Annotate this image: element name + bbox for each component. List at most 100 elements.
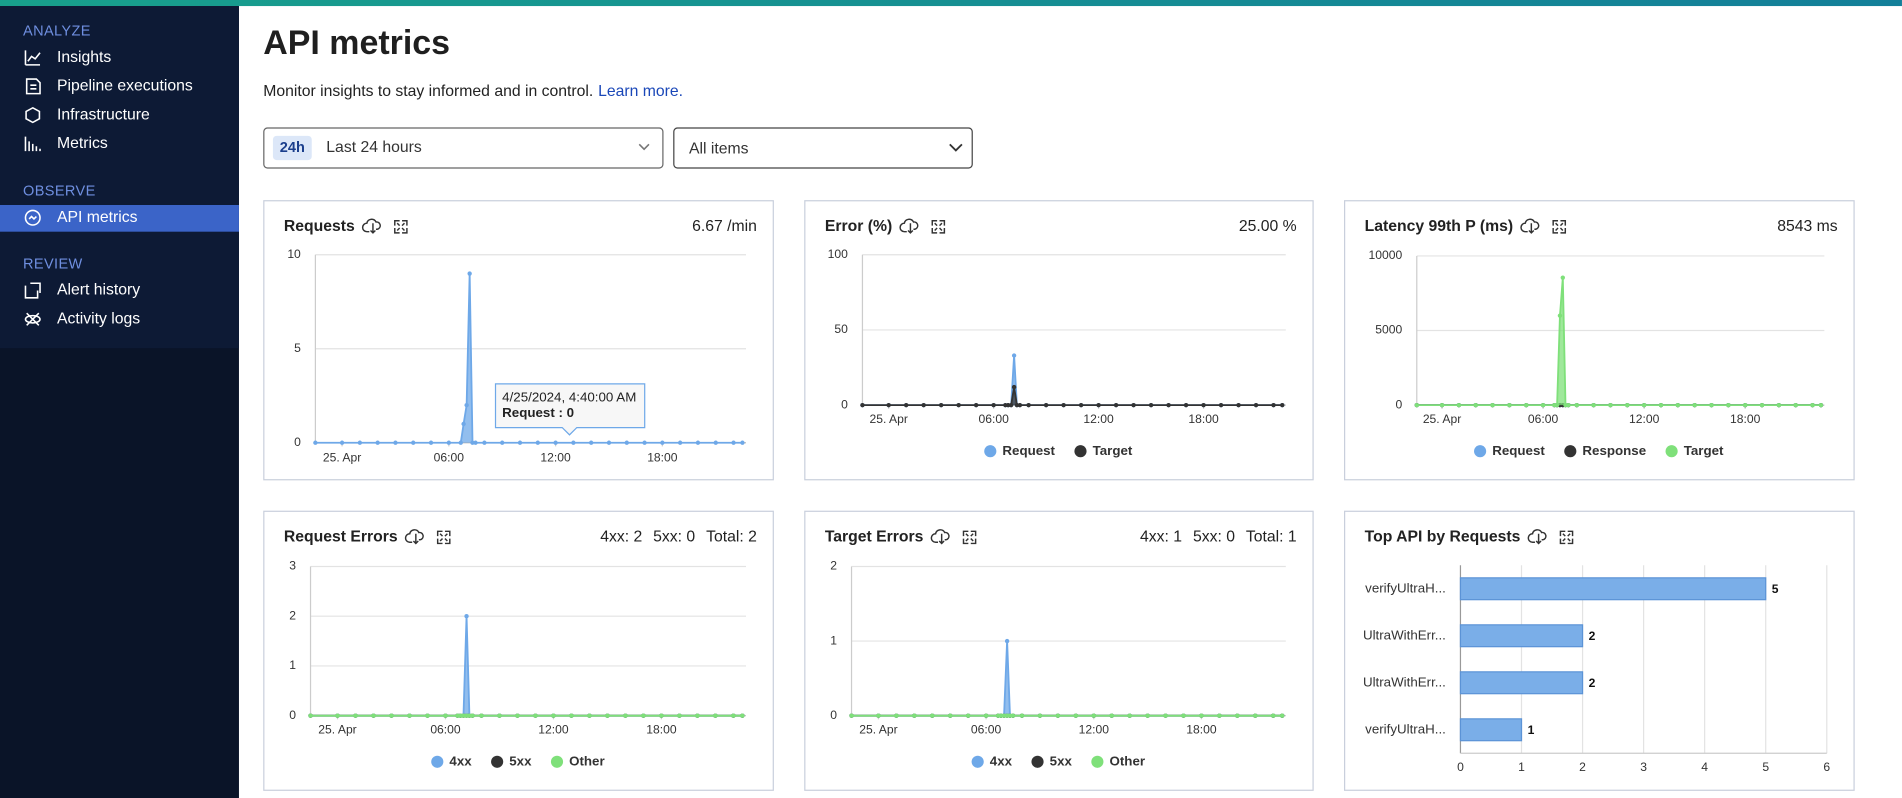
point: [1490, 402, 1495, 408]
point: [1007, 713, 1013, 718]
point: [1004, 638, 1010, 644]
download-icon[interactable]: [1520, 218, 1540, 234]
legend-label[interactable]: Request: [1002, 443, 1055, 458]
point: [1709, 402, 1714, 408]
range-dropdown[interactable]: 24h Last 24 hours: [263, 127, 664, 169]
legend-label[interactable]: Target: [1093, 443, 1133, 458]
learn-more-link[interactable]: Learn more.: [598, 83, 683, 100]
legend-label[interactable]: Request: [1492, 443, 1545, 458]
expand-icon[interactable]: [1559, 530, 1574, 545]
description-text: Monitor insights to stay informed and in…: [263, 83, 593, 100]
download-icon[interactable]: [404, 529, 424, 545]
nav-item[interactable]: Alert history: [57, 282, 140, 299]
point: [353, 713, 358, 718]
chart-card: Target Errors Total: 1 5xx: 0 4xx: 1 0 1 2 25. …: [804, 510, 1314, 791]
expand-icon[interactable]: [394, 220, 408, 234]
point: [407, 713, 412, 718]
point: [677, 440, 683, 445]
legend-label[interactable]: 5xx: [1050, 753, 1073, 768]
y-tick-label: 0: [1395, 397, 1402, 411]
nav-item[interactable]: Activity logs: [57, 310, 140, 327]
expand-icon[interactable]: [1552, 220, 1567, 234]
x-tick-label: 25. Apr: [318, 722, 356, 736]
x-tick-label: 25. Apr: [323, 451, 361, 465]
point: [500, 440, 505, 445]
point: [1037, 713, 1043, 718]
point: [1218, 402, 1224, 408]
point: [464, 614, 469, 619]
legend-label[interactable]: Response: [1582, 443, 1646, 458]
download-icon[interactable]: [899, 218, 919, 234]
legend-swatch: [1474, 445, 1487, 458]
series-line: [1416, 277, 1821, 407]
legend-label[interactable]: 4xx: [990, 753, 1013, 768]
chart-title: Requests: [284, 218, 355, 235]
point: [461, 421, 466, 427]
x-tick-label: 18:00: [1188, 412, 1219, 426]
expand-icon[interactable]: [931, 220, 946, 234]
point: [1574, 402, 1579, 408]
nav-item[interactable]: Insights: [57, 49, 111, 66]
point: [860, 402, 865, 408]
point: [1163, 713, 1168, 718]
legend-label[interactable]: Other: [1110, 753, 1146, 768]
dropdown-box[interactable]: [263, 127, 664, 169]
point: [1199, 713, 1204, 718]
legend-swatch: [491, 755, 504, 768]
y-tick-label: 2: [289, 608, 296, 622]
nav-icon: [25, 78, 41, 95]
chart-card: Top API by Requests 0 1 2 3 4 5 6 verifyUltraH..…: [1344, 510, 1855, 791]
x-tick-label: 18:00: [646, 722, 677, 736]
point: [569, 713, 574, 718]
legend-label[interactable]: 5xx: [509, 753, 532, 768]
point: [308, 713, 313, 718]
point: [983, 713, 989, 718]
point: [467, 271, 472, 276]
chart-title: Error (%): [825, 218, 892, 235]
point: [1055, 713, 1061, 718]
x-tick-label: 6: [1823, 760, 1830, 774]
y-tick-label: 50: [834, 322, 848, 336]
point: [1017, 402, 1023, 408]
point: [1253, 402, 1259, 408]
legend-swatch: [1091, 755, 1104, 768]
dropdown-box[interactable]: [673, 127, 973, 169]
point: [443, 713, 448, 718]
expand-icon[interactable]: [962, 530, 977, 545]
point: [515, 713, 520, 718]
point: [1280, 402, 1285, 408]
point: [1793, 402, 1798, 408]
download-icon[interactable]: [1527, 529, 1547, 545]
y-tick-label: 0: [289, 708, 296, 722]
x-tick-label: 25. Apr: [859, 722, 897, 736]
tooltip-box: [494, 383, 646, 436]
summary: 25.00 %: [1239, 218, 1297, 235]
legend-swatch: [550, 755, 564, 768]
chart-card: Request Errors Total: 2 5xx: 0 4xx: 2 0 1 2 3 25…: [263, 510, 774, 791]
bar: [1459, 624, 1584, 648]
items-dropdown[interactable]: All items: [673, 127, 973, 169]
point: [1566, 402, 1571, 408]
nav-item[interactable]: Metrics: [57, 135, 108, 152]
download-icon[interactable]: [930, 529, 950, 545]
y-tick-label: 0: [841, 397, 848, 411]
nav-item[interactable]: Infrastructure: [57, 106, 150, 123]
legend-label[interactable]: 4xx: [449, 753, 472, 768]
y-tick-label: 100: [828, 247, 848, 261]
expand-icon[interactable]: [436, 530, 451, 545]
point: [571, 440, 576, 445]
legend-swatch: [431, 755, 444, 768]
download-icon[interactable]: [361, 218, 381, 234]
legend-label[interactable]: Target: [1684, 443, 1724, 458]
summary: 4xx: 2: [600, 529, 642, 546]
nav-item[interactable]: Pipeline executions: [57, 78, 193, 95]
nav-section: OBSERVE: [23, 183, 96, 199]
point: [740, 440, 745, 445]
legend-label[interactable]: Other: [569, 753, 605, 768]
x-tick-label: 5: [1762, 760, 1769, 774]
category-label: verifyUltraH...: [1365, 580, 1446, 595]
point: [1280, 713, 1285, 718]
point: [624, 440, 629, 445]
nav-item[interactable]: API metrics: [57, 209, 138, 226]
